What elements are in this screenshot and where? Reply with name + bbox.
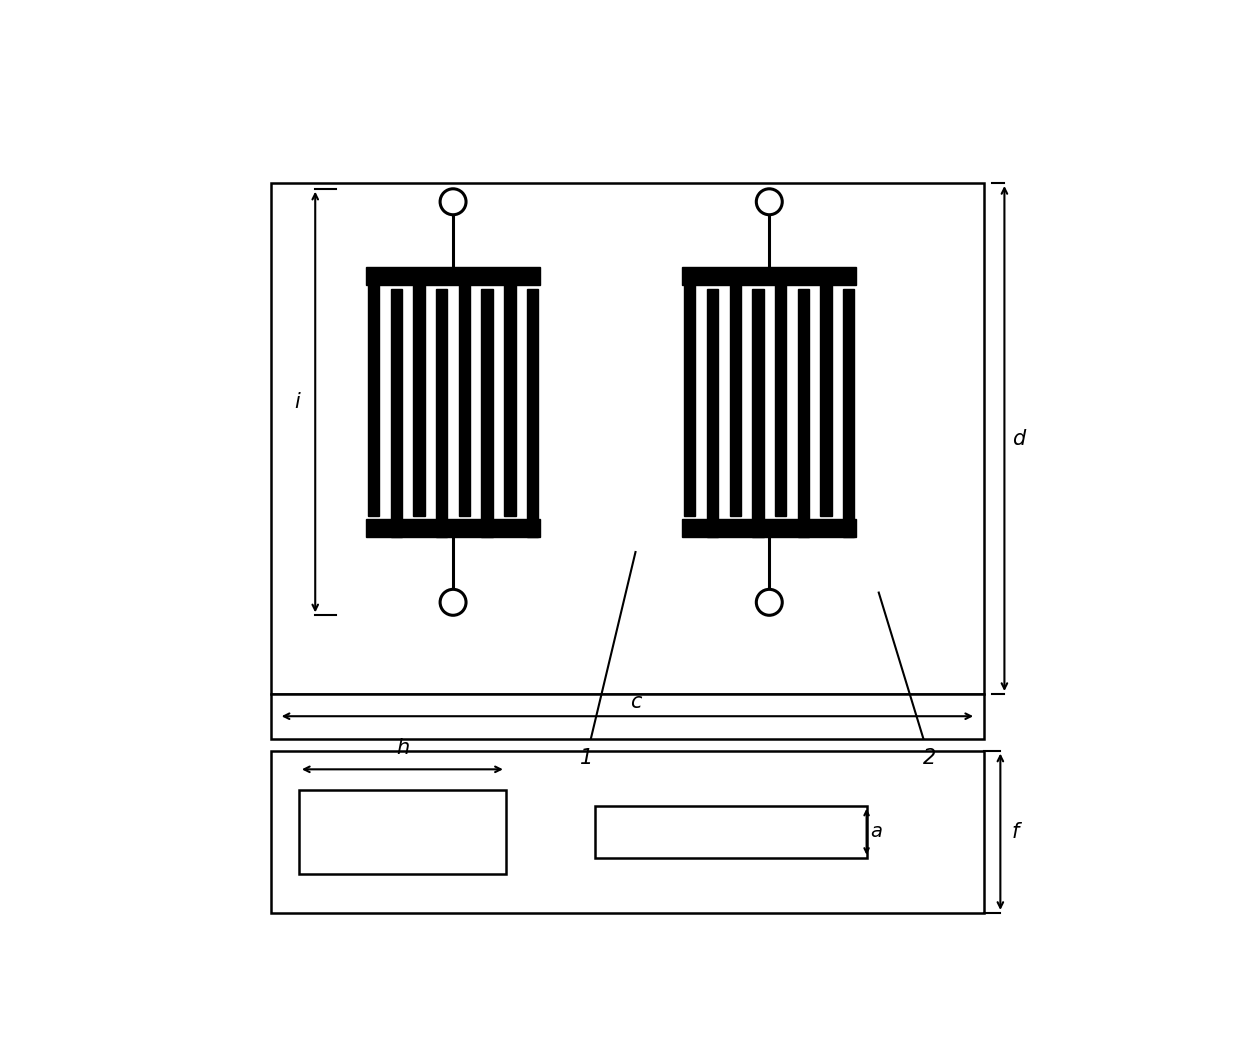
Bar xyxy=(436,289,448,537)
Circle shape xyxy=(756,188,782,215)
Circle shape xyxy=(440,590,466,615)
Bar xyxy=(270,694,985,738)
Bar xyxy=(366,519,541,537)
Text: h: h xyxy=(396,738,409,758)
Bar xyxy=(684,285,696,516)
Bar xyxy=(481,289,492,537)
Bar xyxy=(595,806,867,858)
Bar xyxy=(368,285,379,516)
Text: d: d xyxy=(1012,429,1025,449)
Text: f: f xyxy=(1012,821,1018,841)
Bar xyxy=(753,289,764,537)
Bar xyxy=(366,267,541,285)
Bar xyxy=(391,289,402,537)
Text: i: i xyxy=(295,392,300,412)
Bar xyxy=(299,790,506,874)
Bar xyxy=(682,267,857,285)
Bar xyxy=(707,289,718,537)
Text: a: a xyxy=(870,822,883,841)
Text: c: c xyxy=(630,692,641,712)
Bar xyxy=(821,285,832,516)
Circle shape xyxy=(440,188,466,215)
Bar xyxy=(413,285,424,516)
Bar xyxy=(459,285,470,516)
Bar xyxy=(729,285,742,516)
Text: 2: 2 xyxy=(924,749,936,769)
Bar xyxy=(843,289,854,537)
Bar xyxy=(270,183,985,694)
Circle shape xyxy=(756,590,782,615)
Bar xyxy=(527,289,538,537)
Bar xyxy=(270,751,985,913)
Bar xyxy=(505,285,516,516)
Bar xyxy=(775,285,786,516)
Bar xyxy=(797,289,808,537)
Bar xyxy=(682,519,857,537)
Text: 1: 1 xyxy=(580,749,594,769)
